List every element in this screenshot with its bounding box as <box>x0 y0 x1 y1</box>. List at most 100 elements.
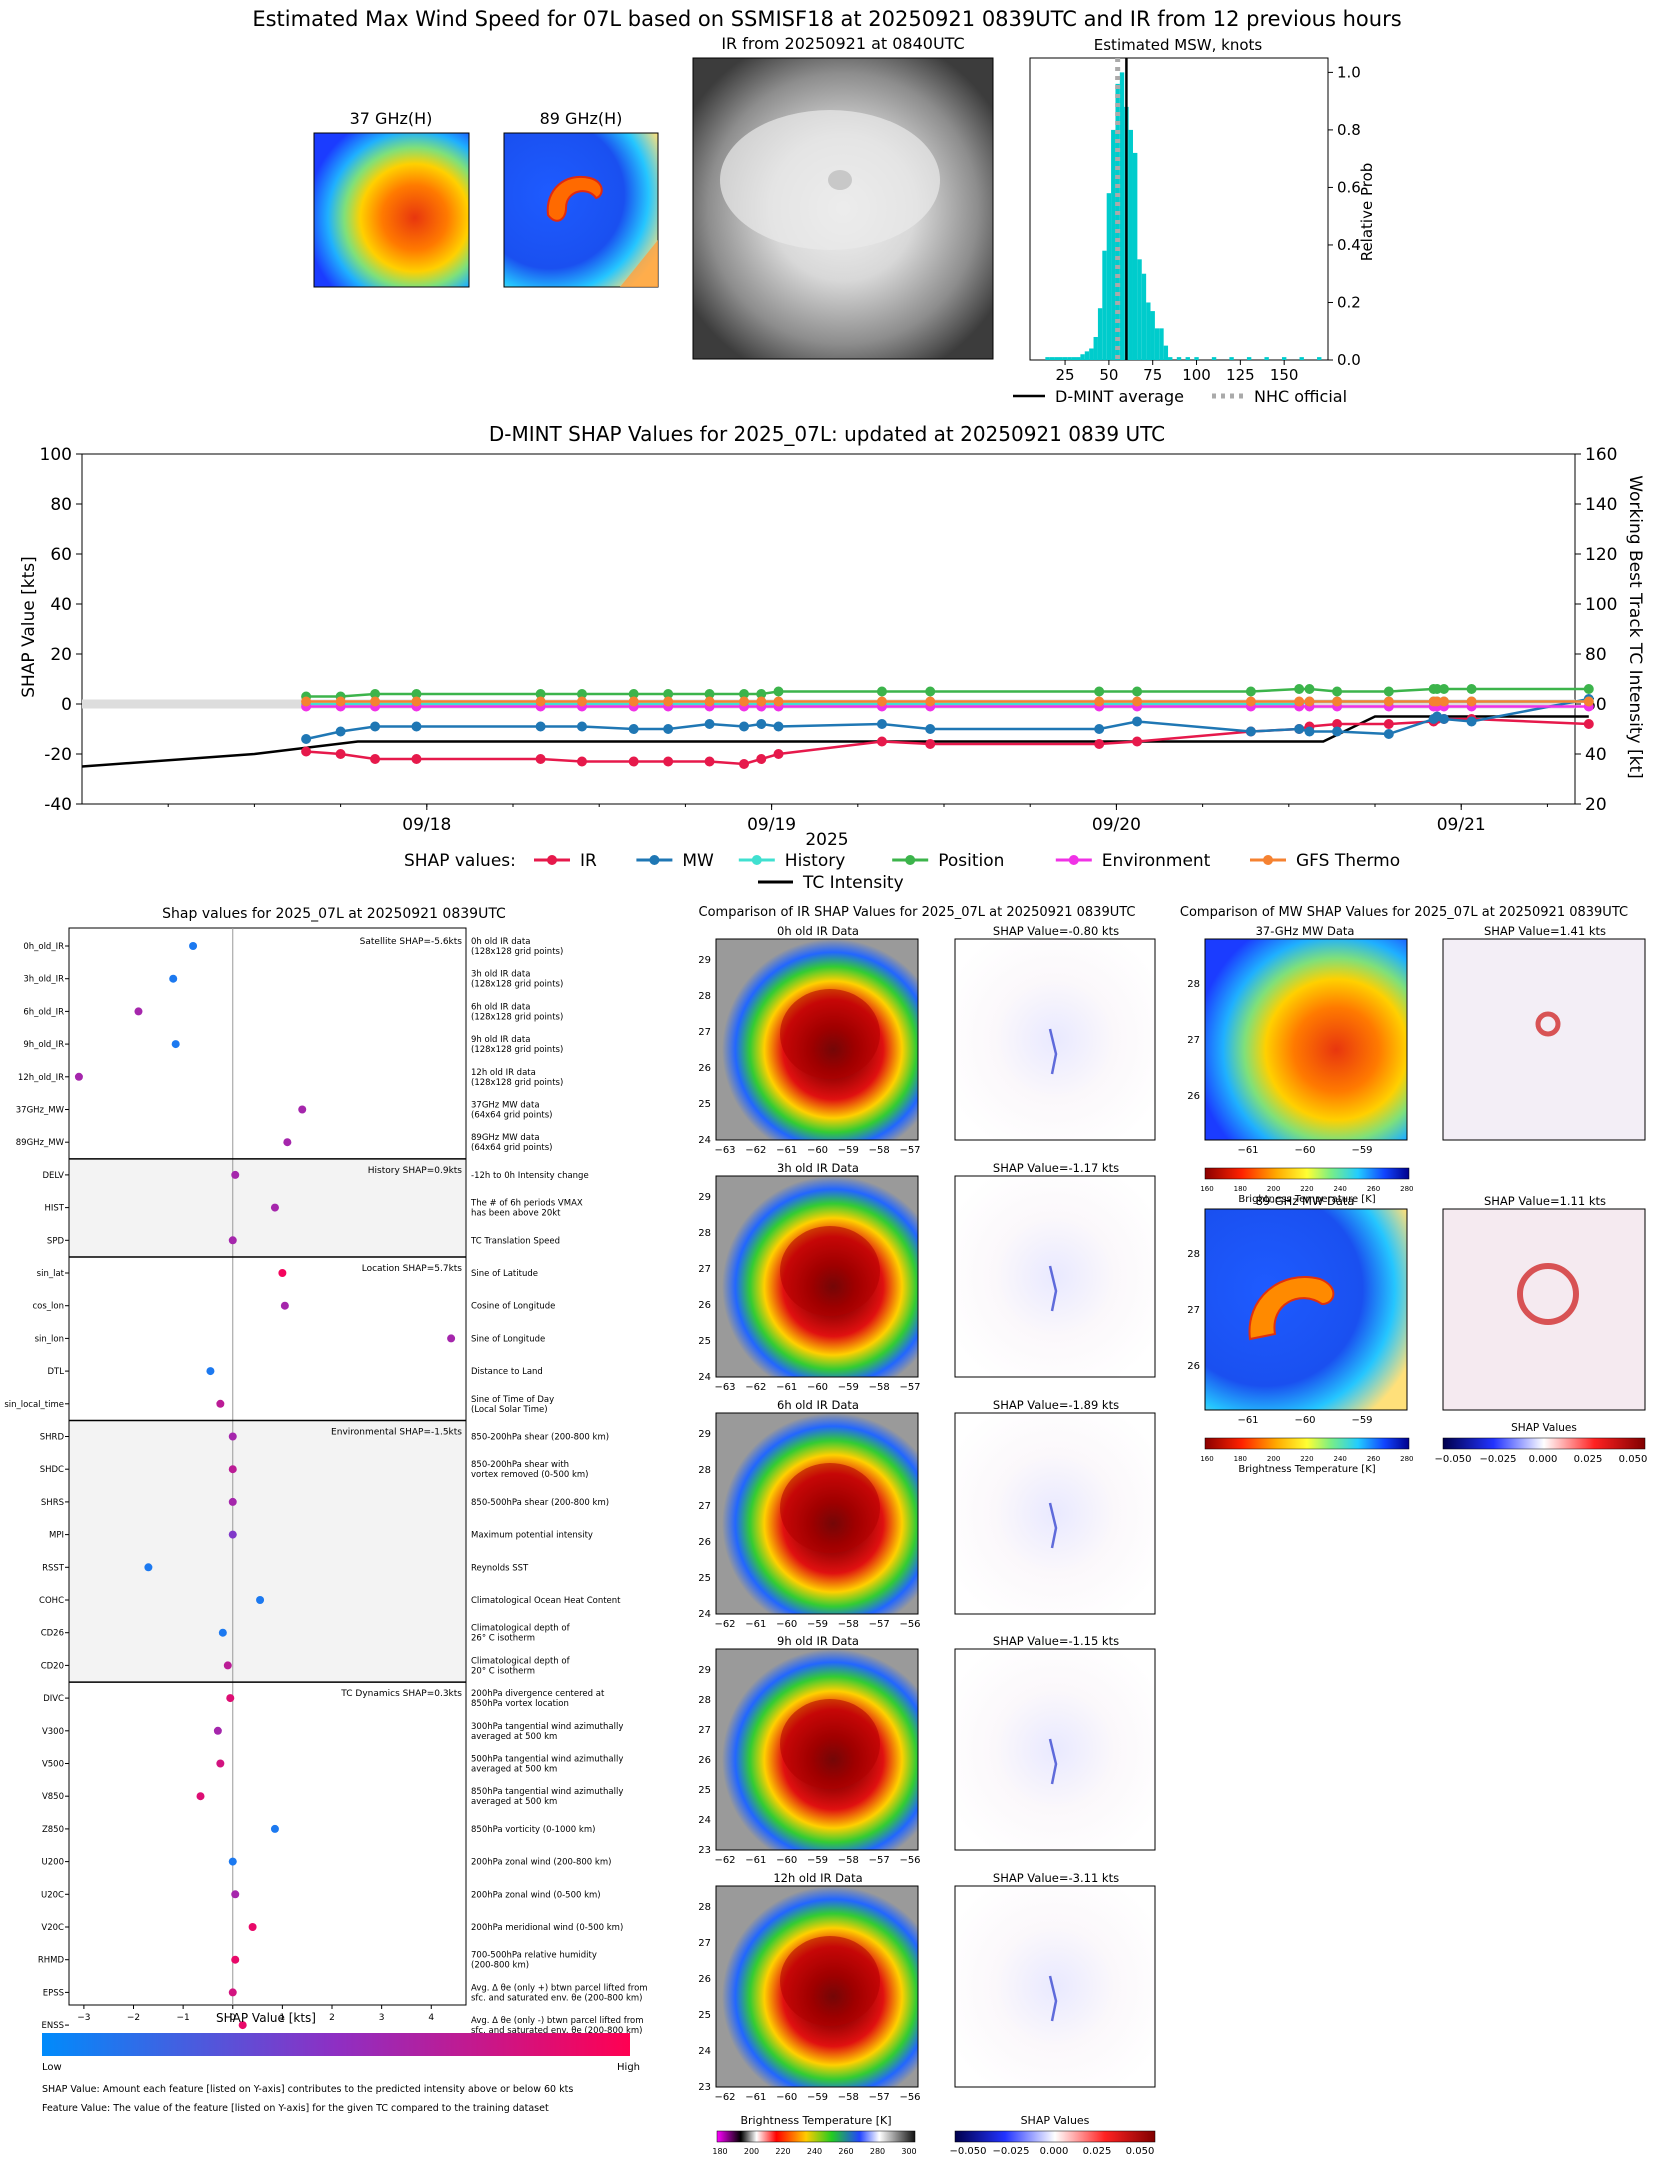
feature-name: U200 <box>42 1858 64 1868</box>
mw-shap-cbar-label: SHAP Values <box>1511 1422 1577 1434</box>
feature-desc: Sine of Longitude <box>471 1334 545 1344</box>
ir-shap-feature <box>1048 1975 1058 2022</box>
feature-point <box>223 1661 232 1670</box>
feat-frame <box>68 927 467 2006</box>
gfs-thermo-point <box>1438 696 1449 707</box>
feature-name: EPSS <box>43 1988 64 1998</box>
ir-xtick-label: −57 <box>869 1619 890 1630</box>
mw-point <box>301 734 312 744</box>
feature-name: 12h_old_IR <box>18 1073 64 1083</box>
position-point <box>1432 684 1443 694</box>
figure-title: Estimated Max Wind Speed for 07L based o… <box>252 7 1401 31</box>
mw-cbar-tick: 260 <box>1367 1455 1380 1463</box>
mw-shap-colorbar <box>1442 1437 1646 1450</box>
ir-core <box>780 1936 880 2026</box>
ts-xtick-label: 09/20 <box>1092 815 1141 835</box>
feature-desc: averaged at 500 km <box>471 1797 557 1807</box>
feature-point <box>270 1203 279 1212</box>
ir-shap-image <box>954 1885 1156 2088</box>
ir-xtick-label: −62 <box>745 1382 766 1393</box>
hist-bar <box>1071 357 1077 360</box>
mw-shap-feature <box>1535 1011 1561 1037</box>
position-point <box>773 686 784 697</box>
feature-name: Z850 <box>42 1825 64 1835</box>
feature-desc: Climatological depth of <box>471 1624 571 1634</box>
ts-ytick-label: -40 <box>44 795 72 815</box>
mw-cbar-tick: 220 <box>1300 1455 1313 1463</box>
ir-ytick-label: 28 <box>698 1465 711 1476</box>
hist-bar <box>1119 72 1125 360</box>
ir-shap-image <box>954 1412 1156 1615</box>
mw-comp-title: Comparison of MW SHAP Values for 2025_07… <box>1180 905 1628 920</box>
mw89-image <box>503 132 659 288</box>
group-shade <box>69 1158 466 1257</box>
hist-bar <box>1049 357 1055 360</box>
hist-bar <box>1128 129 1133 360</box>
feature-name: cos_lon <box>32 1302 64 1312</box>
hist-bar <box>1264 357 1269 360</box>
feature-name: DELV <box>42 1171 64 1181</box>
ts-y2tick-label: 20 <box>1585 795 1607 815</box>
ir-shap-title: SHAP Value=-1.89 kts <box>993 1398 1119 1412</box>
ir-xtick-label: −58 <box>838 2092 859 2103</box>
ts-y2tick-label: 40 <box>1585 745 1607 765</box>
mw-data-image <box>1204 938 1408 1141</box>
ts-ytick-label: 0 <box>61 695 72 715</box>
feature-name: V20C <box>41 1923 64 1933</box>
legend-history-marker <box>751 855 762 865</box>
legend-dmint-label: D-MINT average <box>1055 387 1184 406</box>
ir-row-title: 9h old IR Data <box>777 1634 859 1648</box>
ir-xtick-label: −56 <box>899 1619 920 1630</box>
ir-xtick-label: −60 <box>776 1619 797 1630</box>
ir-shap-colorbar <box>954 2130 1156 2143</box>
hist-bar <box>1281 357 1287 360</box>
ir-ytick-label: 24 <box>698 2046 711 2057</box>
legend-nhc-label: NHC official <box>1254 387 1347 406</box>
ir-ytick-label: 25 <box>698 1573 711 1584</box>
legend-ir-label: IR <box>580 851 597 871</box>
ir-xtick-label: −62 <box>714 1855 735 1866</box>
mw-cbar-tick: 260 <box>1367 1185 1380 1193</box>
position-point <box>1094 686 1105 697</box>
hist-bar <box>1211 357 1217 360</box>
feature-desc: (128x128 grid points) <box>471 1045 563 1055</box>
hist-bar <box>1093 336 1098 360</box>
ts-ytick-label: 100 <box>40 445 72 465</box>
feature-point <box>228 1497 237 1506</box>
ir-shap-image <box>954 1175 1156 1378</box>
mw37-title: 37 GHz(H) <box>350 109 433 128</box>
feature-desc: 200hPa zonal wind (200-800 km) <box>471 1858 611 1868</box>
feature-point <box>228 1857 237 1866</box>
ir-ytick-label: 25 <box>698 2010 711 2021</box>
mw-point <box>1466 716 1477 727</box>
ir-ytick-label: 27 <box>698 1027 711 1038</box>
ir-shap-cbar-tick: 0.025 <box>1083 2146 1112 2157</box>
ts-ytick-label: -20 <box>44 745 72 765</box>
legend-mw-marker <box>649 855 660 865</box>
group-label: Location SHAP=5.7kts <box>362 1264 463 1274</box>
ir-shap-image <box>954 938 1156 1141</box>
hist-bar <box>1317 357 1322 360</box>
hist-xtick-label: 150 <box>1270 366 1299 384</box>
mw-ytick-label: 28 <box>1187 979 1200 990</box>
gfs-thermo-point <box>704 696 715 707</box>
ir-xtick-label: −58 <box>838 1855 859 1866</box>
gfs-thermo-point <box>876 696 887 707</box>
feature-desc: sfc. and saturated env. θe (200-800 km) <box>471 1993 643 2003</box>
legend-gfs-thermo-marker <box>1263 855 1273 865</box>
feature-desc: TC Translation Speed <box>470 1236 560 1246</box>
ir-row-title: 6h old IR Data <box>777 1398 859 1412</box>
ts-xtick-label: 09/21 <box>1437 815 1486 835</box>
hist-xtick-label: 25 <box>1056 366 1075 384</box>
feature-point <box>447 1334 456 1343</box>
ir-xtick-label: −61 <box>745 2092 766 2103</box>
feature-desc: 0h old IR data <box>471 937 530 947</box>
ir-core <box>780 1226 880 1316</box>
ts-ytick-label: 80 <box>50 495 72 515</box>
feature-desc: 200hPa zonal wind (0-500 km) <box>471 1890 601 1900</box>
ir-shap-feature <box>1048 1738 1058 1785</box>
mw-cbar-tick: 280 <box>1400 1455 1413 1463</box>
group-label: TC Dynamics SHAP=0.3kts <box>340 1689 462 1699</box>
feature-desc: -12h to 0h Intensity change <box>471 1171 589 1181</box>
feature-desc: 500hPa tangential wind azimuthally <box>471 1755 623 1765</box>
